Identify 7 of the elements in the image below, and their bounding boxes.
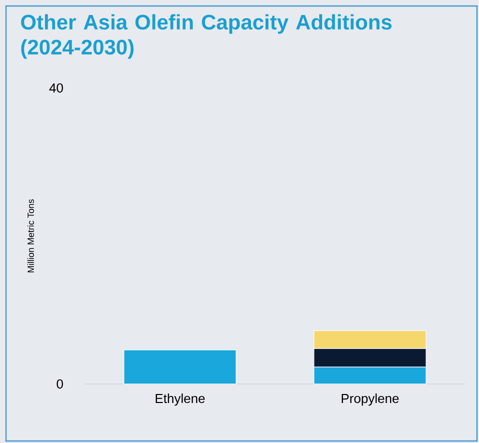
- x-tick-label: Ethylene: [156, 394, 205, 406]
- y-tick-label: 40: [49, 83, 63, 93]
- chart-title: Other Asia Olefin Capacity Additions (2024-2030): [21, 14, 392, 59]
- y-axis-title: Million Metric Tons: [27, 199, 34, 272]
- y-tick-label: 0: [56, 379, 63, 389]
- bar: [124, 350, 236, 384]
- x-tick-label: Propylene: [342, 394, 399, 406]
